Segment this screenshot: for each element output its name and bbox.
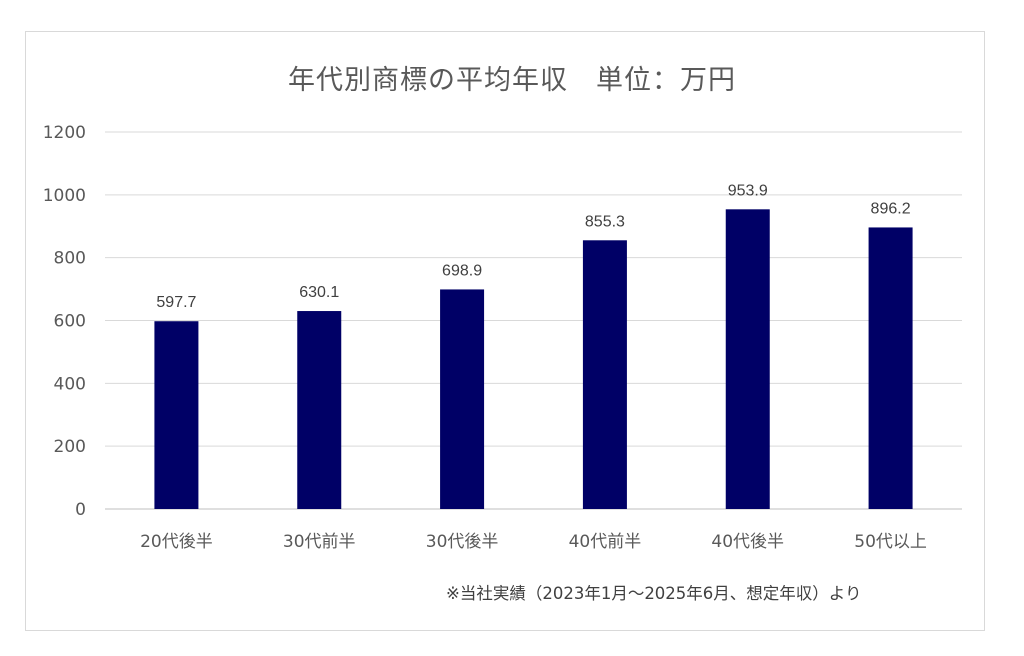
y-tick-label: 1000 [43,186,86,206]
data-label: 953.9 [728,182,768,199]
bar [725,209,770,510]
data-label: 698.9 [442,262,482,279]
data-label: 630.1 [299,284,339,301]
data-label: 855.3 [585,213,625,230]
y-tick-label: 0 [75,500,86,520]
data-labels: 597.7 630.1 698.9 855.3 953.9 896.2 [156,182,910,311]
source-note: ※当社実績（2023年1月～2025年6月、想定年収）より [446,584,862,603]
bar [154,321,199,509]
chart-title: 年代別商標の平均年収 単位：万円 [288,65,736,96]
x-category-label: 40代前半 [569,532,642,552]
x-category-label: 50代以上 [854,532,927,552]
y-tick-label: 1200 [43,123,86,143]
bar [440,289,485,509]
y-tick-label: 200 [54,437,86,457]
x-axis-categories: 20代後半 30代前半 30代後半 40代前半 40代後半 50代以上 [140,532,927,552]
bar [297,311,342,509]
x-category-label: 30代前半 [283,532,356,552]
x-category-label: 20代後半 [140,532,213,552]
bar [868,227,913,509]
y-axis-ticks: 0 200 400 600 800 1000 1200 [43,123,86,520]
data-label: 597.7 [156,294,196,311]
y-tick-label: 600 [54,312,86,332]
y-tick-label: 400 [54,374,86,394]
y-tick-label: 800 [54,249,86,269]
x-category-label: 40代後半 [711,532,784,552]
bars [154,209,913,510]
x-category-label: 30代後半 [426,532,499,552]
gridlines [105,131,962,510]
bar [582,240,627,509]
data-label: 896.2 [871,200,911,217]
